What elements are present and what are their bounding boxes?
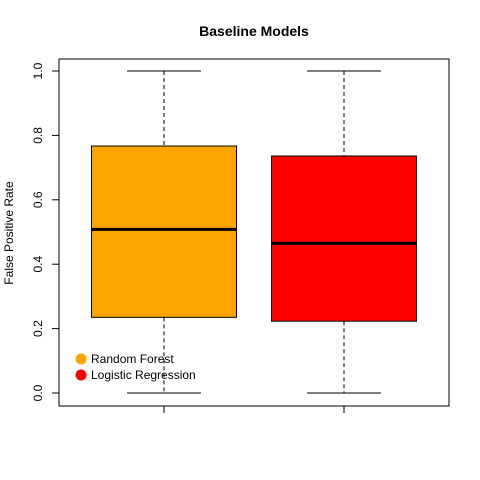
legend: Random Forest Logistic Regression: [75, 352, 196, 382]
x-axis: [163, 406, 345, 413]
y-axis: 0.0 0.2 0.4 0.6 0.8 1.0: [31, 62, 60, 401]
y-tick-label: 0.0: [31, 384, 45, 401]
legend-label: Random Forest: [91, 352, 174, 366]
y-tick-label: 0.6: [31, 191, 45, 208]
y-axis-label: False Positive Rate: [2, 181, 16, 285]
iqr-box: [91, 145, 237, 318]
box-1: [91, 70, 237, 394]
iqr-box: [271, 155, 417, 322]
legend-marker: [75, 353, 87, 365]
chart-title: Baseline Models: [199, 23, 309, 39]
legend-label: Logistic Regression: [91, 368, 196, 382]
legend-marker: [75, 369, 87, 381]
boxes: [91, 70, 417, 394]
box-2: [271, 70, 417, 394]
y-tick-label: 0.2: [31, 320, 45, 337]
y-tick-label: 0.4: [31, 256, 45, 273]
y-tick-label: 0.8: [31, 127, 45, 144]
y-tick-label: 1.0: [31, 62, 45, 79]
